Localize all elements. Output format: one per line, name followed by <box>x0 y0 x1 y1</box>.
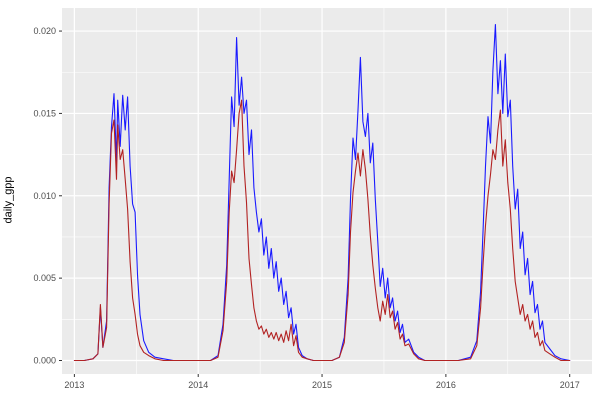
y-tick-label: 0.005 <box>33 273 56 283</box>
y-tick-label: 0.010 <box>33 191 56 201</box>
series-line-red <box>73 99 571 362</box>
x-tick-label: 2017 <box>560 380 580 390</box>
y-tick-label: 0.000 <box>33 355 56 365</box>
y-tick-label: 0.020 <box>33 26 56 36</box>
plot-panel <box>62 8 592 374</box>
x-tick-label: 2016 <box>436 380 456 390</box>
y-tick-label: 0.015 <box>33 108 56 118</box>
x-tick-label: 2015 <box>312 380 332 390</box>
x-tick-label: 2013 <box>64 380 84 390</box>
x-tick-label: 2014 <box>188 380 208 390</box>
